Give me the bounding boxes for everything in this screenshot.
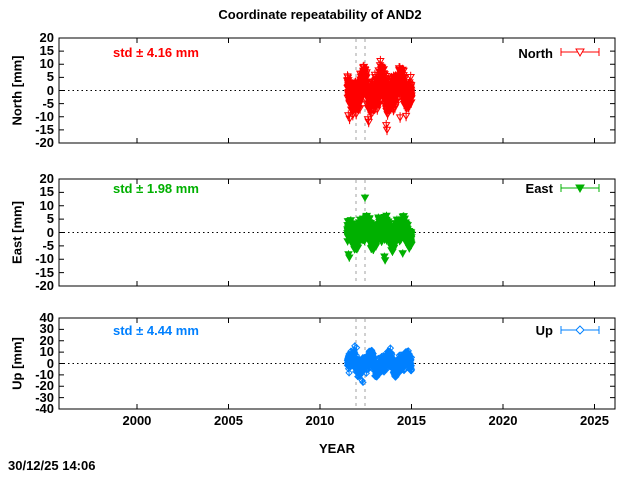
panel-up [58, 317, 616, 410]
y-tick-label: -5 [42, 237, 54, 253]
y-tick-label: 20 [39, 30, 54, 45]
legend-sample-up [560, 325, 600, 335]
y-tick-label: 30 [39, 321, 54, 337]
y-tick-label: 0 [46, 355, 54, 371]
x-axis-label: YEAR [318, 441, 356, 456]
y-tick-label: -40 [35, 401, 54, 416]
legend-label-up: Up [535, 323, 553, 338]
y-tick-label: -20 [35, 278, 54, 293]
x-tick-label: 2025 [580, 413, 609, 428]
axis-ticks [59, 317, 615, 410]
y-tick-label: -20 [35, 135, 54, 150]
std-annotation-north: std ± 4.16 mm [113, 45, 199, 60]
x-tick-label: 2015 [397, 413, 426, 428]
y-tick-label: 40 [39, 310, 54, 325]
triangle-down-filled-markers [343, 194, 416, 265]
x-tick-label: 2010 [305, 413, 335, 428]
legend-sample-north [560, 48, 600, 58]
axis-ticks [59, 178, 615, 287]
y-tick-label: 5 [46, 69, 54, 85]
panel-north [58, 37, 616, 144]
y-tick-label: -10 [35, 366, 54, 382]
plot-timestamp: 30/12/25 14:06 [8, 458, 96, 473]
x-tick-label: 2005 [214, 413, 243, 428]
y-tick-label: 10 [39, 197, 54, 213]
y-tick-label: 20 [39, 332, 54, 348]
y-tick-label: 10 [39, 344, 54, 360]
x-tick-label: 2000 [122, 413, 152, 428]
std-annotation-up: std ± 4.44 mm [113, 323, 199, 338]
legend-label-north: North [518, 46, 553, 61]
y-tick-label: -10 [35, 251, 54, 267]
y-tick-label: -5 [42, 95, 54, 111]
y-tick-label: 15 [39, 43, 54, 59]
std-annotation-east: std ± 1.98 mm [113, 181, 199, 196]
diamond-open-markers [343, 342, 416, 387]
y-tick-label: -30 [35, 389, 54, 405]
y-tick-label: 0 [46, 82, 54, 98]
y-tick-label: -15 [35, 121, 54, 137]
y-tick-label: 5 [46, 211, 54, 227]
chart-title: Coordinate repeatability of AND2 [218, 7, 422, 22]
y-tick-label: -20 [35, 378, 54, 394]
axis-ticks [59, 37, 615, 144]
panel-east [58, 178, 616, 287]
triangle-down-open-markers [343, 58, 416, 135]
y-tick-label: -10 [35, 108, 54, 124]
y-tick-label: 10 [39, 56, 54, 72]
y-tick-label: 15 [39, 184, 54, 200]
y-tick-label: 20 [39, 171, 54, 186]
y-tick-label: 0 [46, 224, 54, 240]
x-tick-label: 2020 [488, 413, 518, 428]
legend-sample-east [560, 184, 600, 194]
y-tick-label: -15 [35, 264, 54, 280]
legend-label-east: East [525, 181, 553, 196]
